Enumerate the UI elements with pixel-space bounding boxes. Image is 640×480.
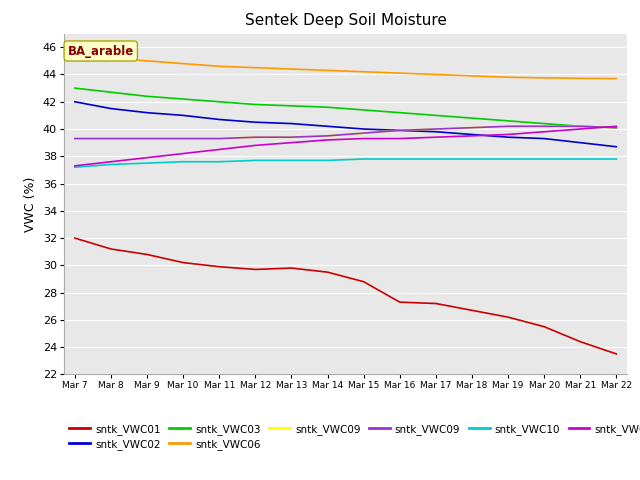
Y-axis label: VWC (%): VWC (%) xyxy=(24,176,37,232)
Title: Sentek Deep Soil Moisture: Sentek Deep Soil Moisture xyxy=(244,13,447,28)
Legend: sntk_VWC01, sntk_VWC02, sntk_VWC03, sntk_VWC06, sntk_VWC09, sntk_VWC09, sntk_VWC: sntk_VWC01, sntk_VWC02, sntk_VWC03, sntk… xyxy=(69,424,640,450)
Text: BA_arable: BA_arable xyxy=(68,45,134,58)
